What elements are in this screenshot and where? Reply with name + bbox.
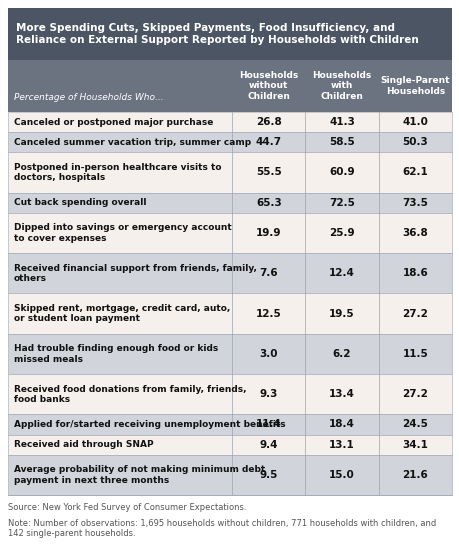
Text: 41.0: 41.0 [402,117,427,127]
Text: 18.6: 18.6 [402,268,427,278]
Text: 62.1: 62.1 [402,167,427,178]
Bar [8,152,451,192]
Text: Households
with
Children: Households with Children [312,71,371,101]
Text: Applied for/started receiving unemployment benefits: Applied for/started receiving unemployme… [14,420,285,429]
Text: 73.5: 73.5 [402,198,427,208]
Text: 36.8: 36.8 [402,228,427,238]
Text: 72.5: 72.5 [329,198,354,208]
Bar [8,253,451,293]
Text: Note: Number of observations: 1,695 households without children, 771 households : Note: Number of observations: 1,695 hous… [8,519,435,538]
Text: 21.6: 21.6 [402,470,427,480]
Bar [8,455,451,495]
Text: 12.4: 12.4 [329,268,354,278]
Text: Received financial support from friends, family,
others: Received financial support from friends,… [14,264,256,283]
Bar [8,132,451,152]
Text: 41.3: 41.3 [329,117,354,127]
Bar [8,8,451,60]
Text: Single-Parent
Households: Single-Parent Households [380,76,449,96]
Text: 50.3: 50.3 [402,137,427,147]
Text: 7.6: 7.6 [259,268,278,278]
Text: 15.0: 15.0 [329,470,354,480]
Text: 13.4: 13.4 [329,389,354,399]
Bar [8,334,451,374]
Text: 9.5: 9.5 [259,470,277,480]
Text: Received aid through SNAP: Received aid through SNAP [14,440,153,449]
Text: 27.2: 27.2 [402,389,427,399]
Text: 6.2: 6.2 [332,349,351,359]
Text: 25.9: 25.9 [329,228,354,238]
Text: 9.3: 9.3 [259,389,277,399]
Bar [8,434,451,455]
Text: 34.1: 34.1 [402,440,427,450]
Bar [8,192,451,213]
Text: Cut back spending overall: Cut back spending overall [14,198,146,207]
Text: More Spending Cuts, Skipped Payments, Food Insufficiency, and
Reliance on Extern: More Spending Cuts, Skipped Payments, Fo… [16,23,418,45]
Text: 13.1: 13.1 [329,440,354,450]
Text: 44.7: 44.7 [255,137,281,147]
Text: Dipped into savings or emergency account
to cover expenses: Dipped into savings or emergency account… [14,223,231,243]
Text: 9.4: 9.4 [259,440,278,450]
Text: 12.5: 12.5 [255,308,281,319]
Text: Source: New York Fed Survey of Consumer Expectations.: Source: New York Fed Survey of Consumer … [8,503,246,512]
Bar [8,112,451,132]
Text: 18.4: 18.4 [329,420,354,429]
Text: 60.9: 60.9 [329,167,354,178]
Text: Skipped rent, mortgage, credit card, auto,
or student loan payment: Skipped rent, mortgage, credit card, aut… [14,304,230,323]
Text: Postponed in-person healthcare visits to
doctors, hospitals: Postponed in-person healthcare visits to… [14,163,221,182]
Text: Canceled or postponed major purchase: Canceled or postponed major purchase [14,118,213,126]
Text: 19.5: 19.5 [329,308,354,319]
Text: Households
without
Children: Households without Children [239,71,298,101]
Text: 55.5: 55.5 [255,167,281,178]
Bar [8,213,451,253]
Text: Average probability of not making minimum debt
payment in next three months: Average probability of not making minimu… [14,465,265,485]
Text: 19.9: 19.9 [256,228,281,238]
Text: Received food donations from family, friends,
food banks: Received food donations from family, fri… [14,385,246,404]
Text: 3.0: 3.0 [259,349,278,359]
Text: Had trouble finding enough food or kids
missed meals: Had trouble finding enough food or kids … [14,344,218,364]
Bar [8,374,451,414]
Text: 65.3: 65.3 [255,198,281,208]
Text: 26.8: 26.8 [255,117,281,127]
Bar [8,293,451,334]
Text: Canceled summer vacation trip, summer camp: Canceled summer vacation trip, summer ca… [14,138,251,147]
Text: 24.5: 24.5 [402,420,427,429]
Bar [8,60,451,112]
Text: 11.5: 11.5 [402,349,427,359]
Text: 58.5: 58.5 [329,137,354,147]
Text: Percentage of Households Who...: Percentage of Households Who... [14,93,163,102]
Text: 11.4: 11.4 [255,420,281,429]
Text: 27.2: 27.2 [402,308,427,319]
Bar [8,414,451,434]
